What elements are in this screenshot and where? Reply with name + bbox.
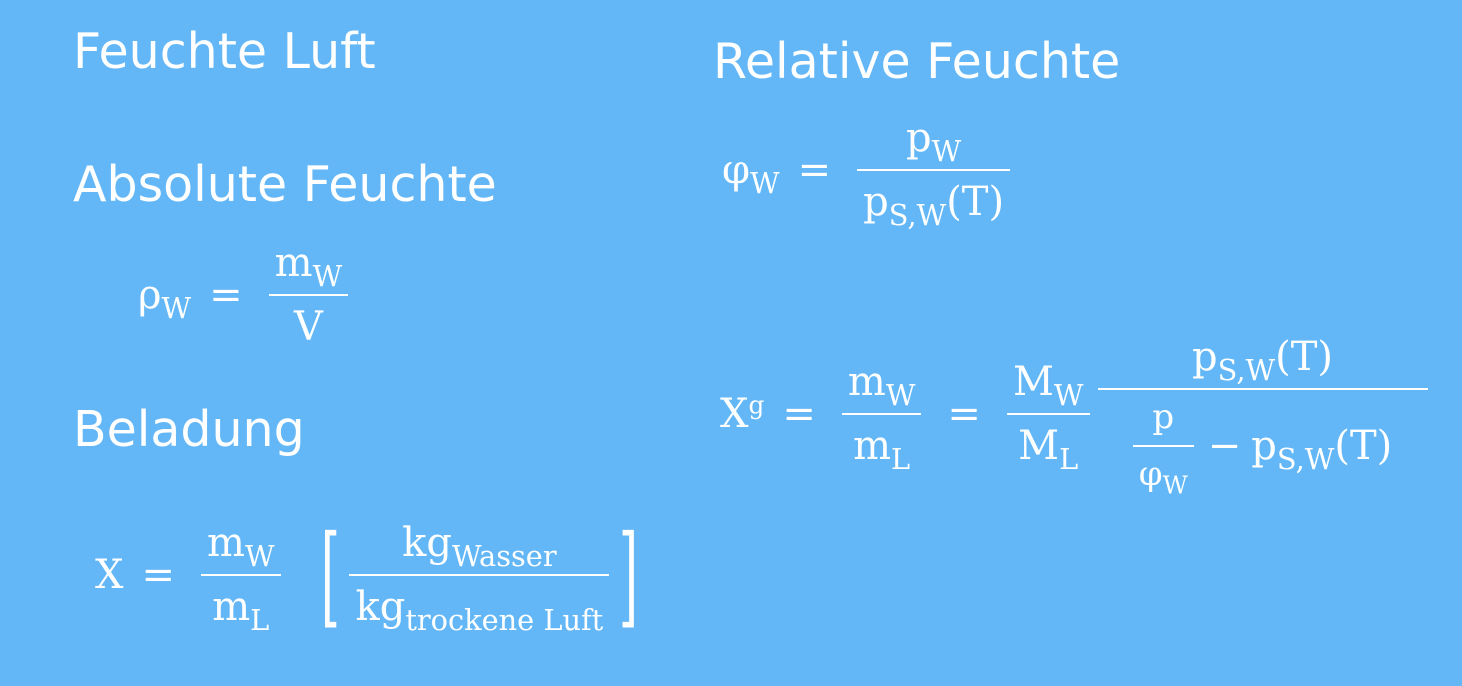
denominator: p φW − pS,W(T) <box>1127 396 1398 500</box>
equals-sign: = <box>947 390 981 437</box>
equals-sign: = <box>797 147 832 193</box>
fraction-mw-over-ml: mW mL <box>841 357 922 476</box>
fraction-molar-masses: MW ML <box>1006 357 1090 476</box>
denominator: mL <box>853 422 911 476</box>
fraction-bar <box>201 574 281 576</box>
inner-denominator: φW <box>1138 453 1188 500</box>
denominator: mL <box>212 584 270 638</box>
formula-relative-feuchte: φW = pW pS,W(T) <box>722 113 1018 233</box>
fraction-pw-over-psw: pW pS,W(T) <box>857 113 1011 233</box>
equals-sign: = <box>209 272 243 318</box>
unit-denominator: kgtrockene Luft <box>355 584 604 638</box>
numerator: mW <box>847 358 916 412</box>
fraction-bar <box>1097 388 1428 390</box>
fraction-bar <box>857 169 1011 171</box>
bracket-close: ] <box>619 511 639 639</box>
lhs-phi: φW <box>722 147 780 201</box>
formula-absolute-feuchte: ρW = mW V <box>138 238 356 352</box>
fraction-mw-over-v: mW V <box>268 238 349 352</box>
inner-numerator: p <box>1152 397 1175 437</box>
heading-relative-feuchte: Relative Feuchte <box>713 33 1121 90</box>
unit-fraction: kgWasser kgtrockene Luft <box>349 518 610 638</box>
unit-numerator: kgWasser <box>402 520 557 574</box>
denominator: V <box>293 304 323 350</box>
minus-sign: − <box>1207 422 1242 469</box>
equals-sign: = <box>782 390 816 437</box>
fraction-bar <box>1006 412 1090 415</box>
fraction-bar <box>1132 444 1194 447</box>
numerator: MW <box>1012 358 1084 412</box>
fraction-bar <box>841 412 922 415</box>
lhs-x: X <box>95 552 124 598</box>
lhs-rho: ρW <box>138 272 192 326</box>
equals-sign: = <box>141 552 175 598</box>
heading-feuchte-luft: Feuchte Luft <box>73 23 376 80</box>
fraction-bar <box>268 294 349 296</box>
heading-absolute-feuchte: Absolute Feuchte <box>73 156 497 213</box>
fraction-pressure-ratio: pS,W(T) p φW − pS,W(T) <box>1097 332 1428 500</box>
numerator: mW <box>207 520 275 574</box>
formula-beladung: X = mW mL [ kgWasser kgtrockene Luft ] <box>95 511 640 639</box>
formula-xg: Xg = mW mL = MW ML pS,W(T) p φW − pS,W(T… <box>720 332 1436 500</box>
numerator: pS,W(T) <box>1192 334 1333 388</box>
denominator: ML <box>1018 422 1079 476</box>
numerator: pW <box>906 115 962 169</box>
denominator: pS,W(T) <box>863 179 1005 233</box>
lhs-xg: Xg <box>720 389 765 437</box>
bracket-open: [ <box>320 511 340 639</box>
fraction-mw-over-ml: mW mL <box>201 518 281 638</box>
heading-beladung: Beladung <box>73 401 305 458</box>
numerator: mW <box>274 240 343 294</box>
saturation-pressure: pS,W(T) <box>1251 422 1393 476</box>
inner-fraction-p-over-phi: p φW <box>1132 396 1194 500</box>
fraction-bar <box>349 574 610 576</box>
